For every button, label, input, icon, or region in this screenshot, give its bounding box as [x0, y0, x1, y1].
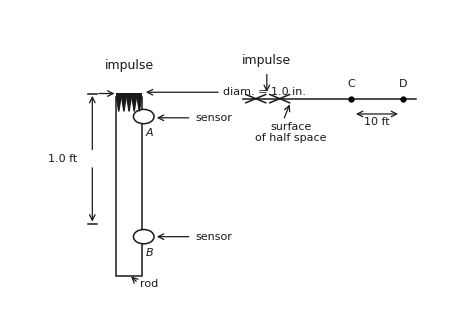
Circle shape	[134, 229, 154, 244]
Text: surface
of half space: surface of half space	[255, 122, 327, 143]
Text: 1.0 ft: 1.0 ft	[48, 154, 78, 164]
Text: impulse: impulse	[104, 59, 154, 72]
Circle shape	[134, 109, 154, 124]
Text: rod: rod	[140, 279, 158, 289]
Text: sensor: sensor	[195, 113, 232, 123]
Text: C: C	[347, 79, 355, 89]
Text: impulse: impulse	[242, 54, 292, 67]
Bar	[116, 97, 142, 276]
Text: A: A	[146, 128, 153, 138]
Text: 10 ft: 10 ft	[364, 117, 390, 126]
Text: D: D	[399, 79, 407, 89]
Text: sensor: sensor	[195, 232, 232, 242]
Polygon shape	[132, 97, 137, 112]
Polygon shape	[137, 97, 142, 112]
Bar	[116, 93, 142, 97]
Polygon shape	[122, 97, 126, 112]
Text: B: B	[146, 248, 153, 258]
Text: diam. = 1.0 in.: diam. = 1.0 in.	[223, 87, 306, 97]
Polygon shape	[127, 97, 131, 112]
Polygon shape	[117, 97, 121, 112]
